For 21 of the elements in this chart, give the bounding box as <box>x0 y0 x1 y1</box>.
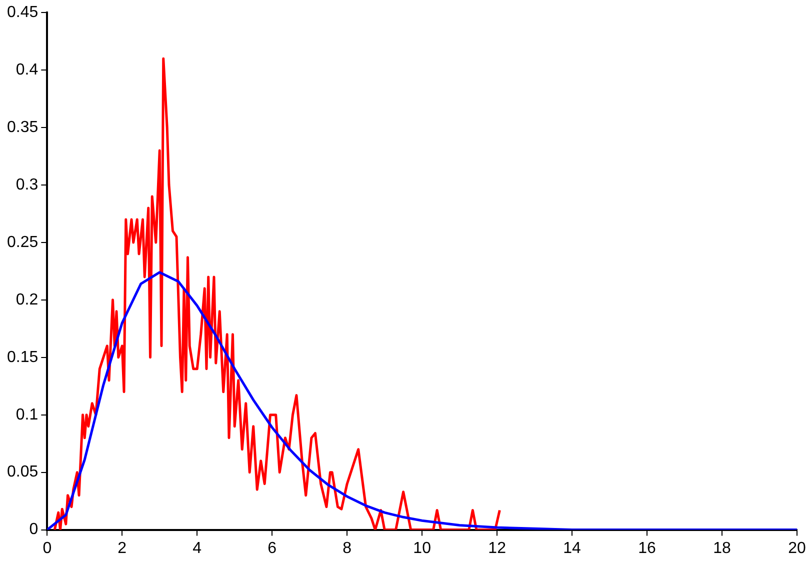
y-tick-label: 0.05 <box>7 464 38 481</box>
y-tick-label: 0.25 <box>7 234 38 251</box>
x-tick-label: 4 <box>192 540 202 557</box>
y-tick-label: 0.15 <box>7 348 38 366</box>
y-tick-label: 0 <box>29 521 38 538</box>
x-tick-label: 14 <box>563 540 582 557</box>
y-tick-label: 0.3 <box>16 176 38 194</box>
x-tick-label: 8 <box>342 540 352 557</box>
x-tick-label: 18 <box>713 540 732 557</box>
y-tick-label: 0.35 <box>7 118 38 136</box>
y-tick-label: 0.2 <box>16 291 38 308</box>
y-tick-label: 0.4 <box>16 61 38 78</box>
x-tick-label: 2 <box>118 540 127 557</box>
x-tick-label: 16 <box>638 540 656 557</box>
x-tick-label: 20 <box>788 540 806 557</box>
y-tick-label: 0.1 <box>16 406 38 424</box>
y-tick-label: 0.45 <box>7 4 38 22</box>
x-tick-label: 0 <box>42 540 52 557</box>
x-tick-label: 12 <box>488 540 506 557</box>
x-tick-label: 10 <box>413 540 432 557</box>
x-tick-label: 6 <box>268 540 277 557</box>
